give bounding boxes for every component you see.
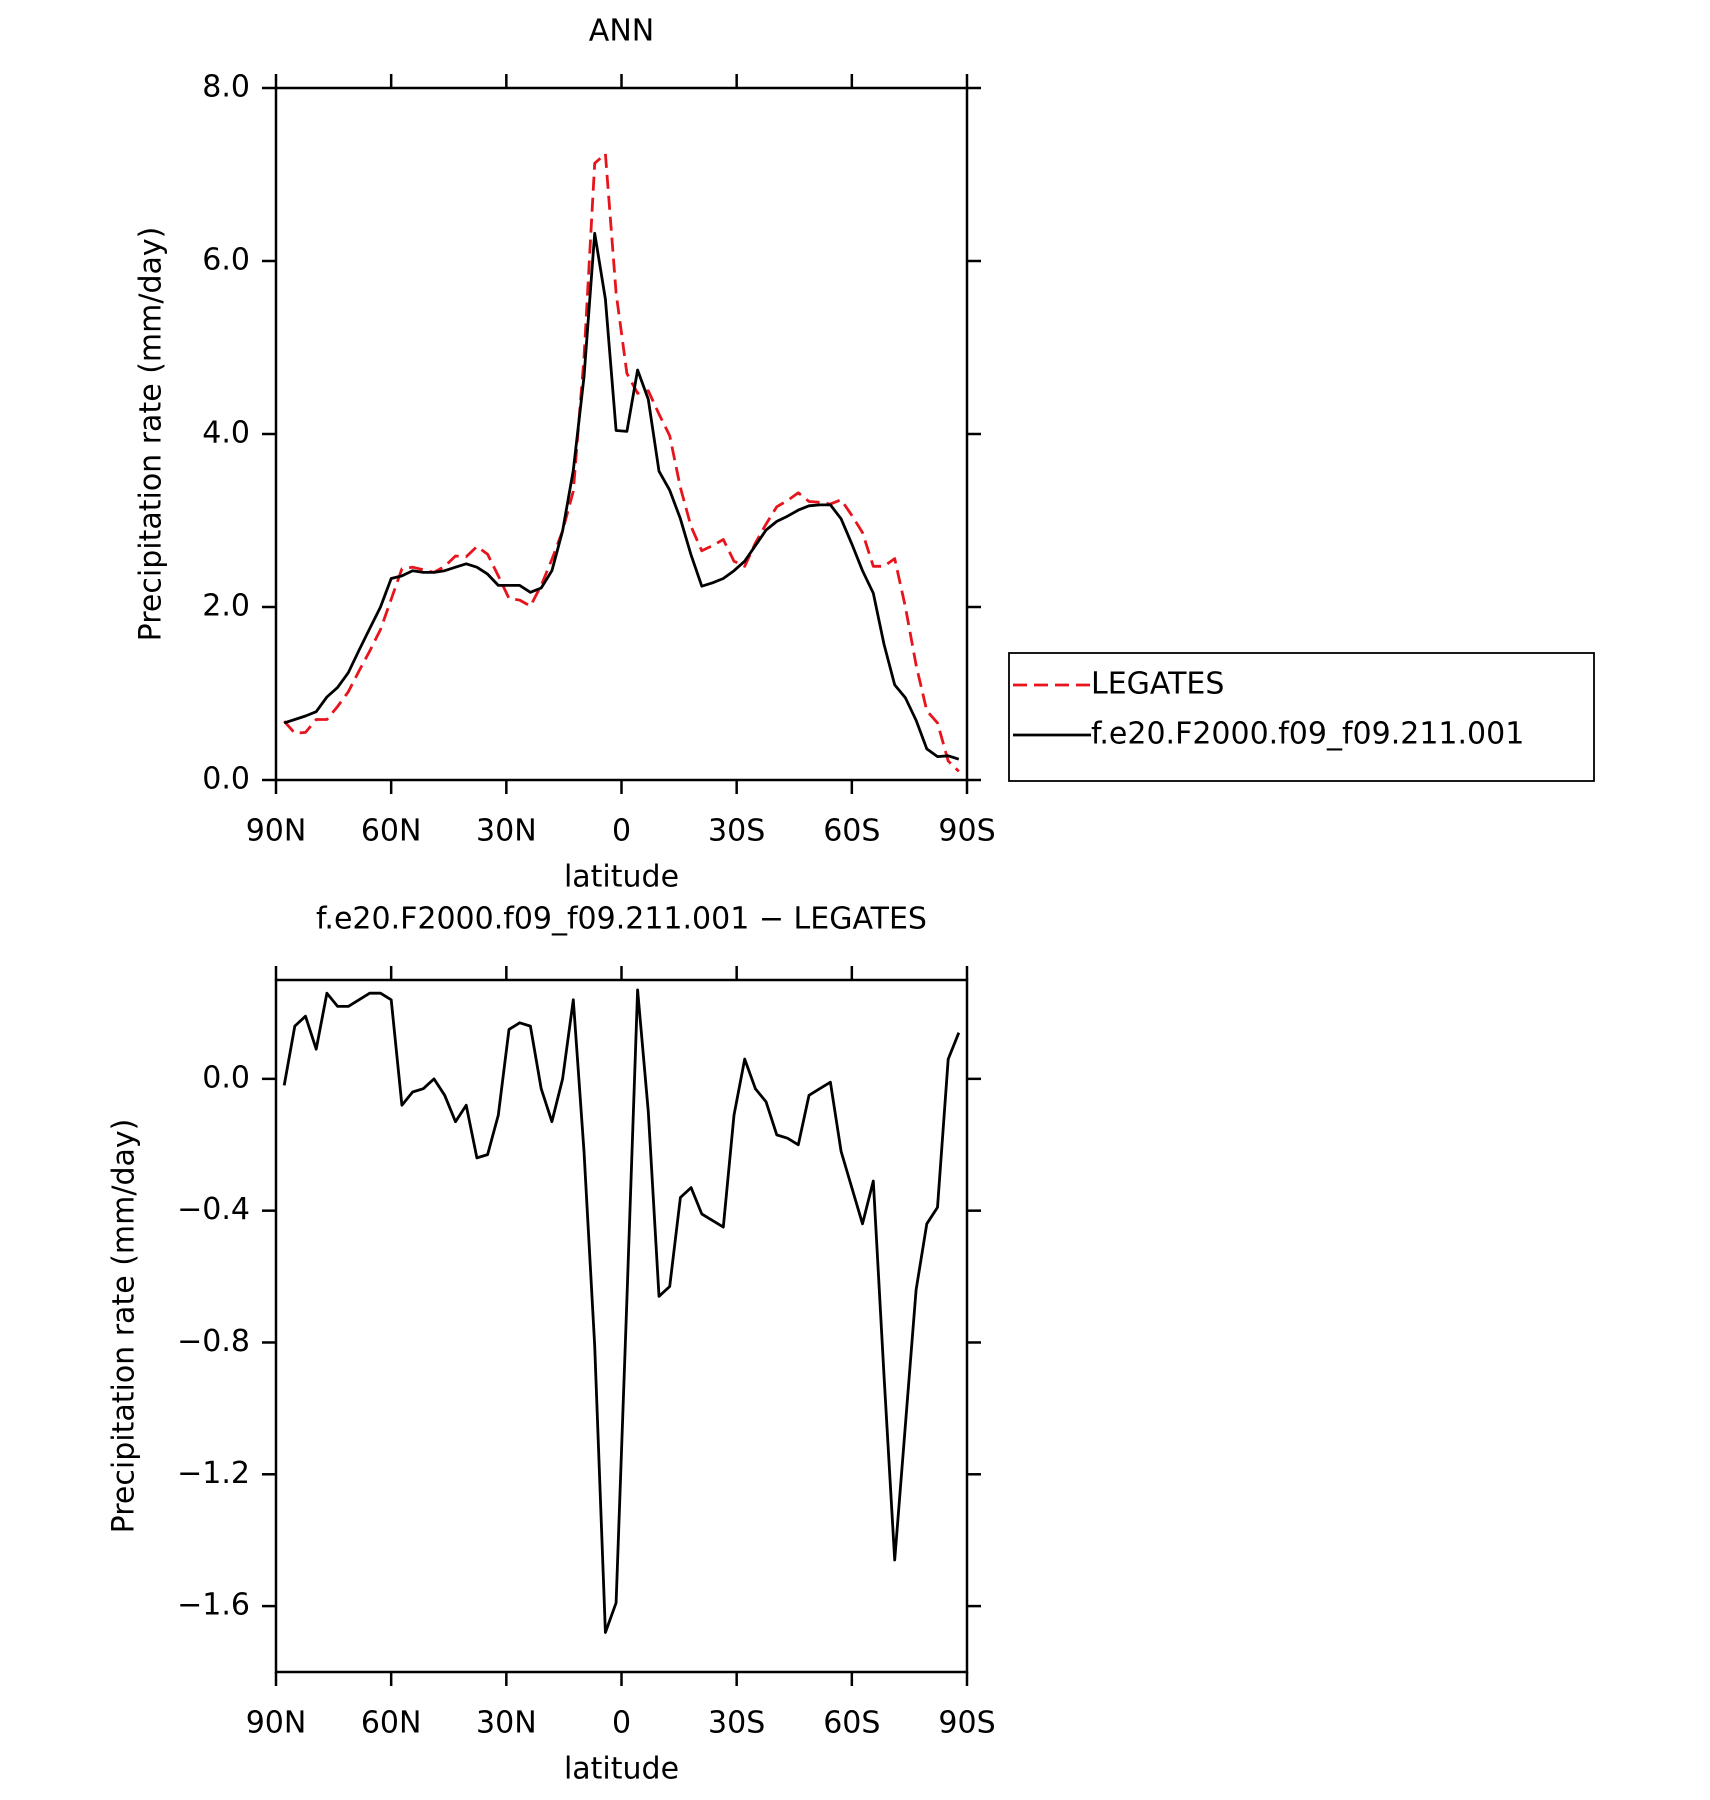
x-tick-label: 30N [476,814,537,849]
x-tick-label: 60N [361,1706,422,1741]
x-tick-label: 0 [612,1706,631,1741]
x-tick-label: 90S [938,814,995,849]
plot-frame [274,978,969,1674]
x-tick-label: 90N [246,814,307,849]
y-tick-label: −0.8 [177,1324,250,1359]
plot-frame [274,86,969,782]
x-tick-label: 30N [476,1706,537,1741]
x-tick-label: 90S [938,1706,995,1741]
y-tick-label: −0.4 [177,1192,250,1227]
x-tick-label: 30S [708,1706,765,1741]
data-line [283,152,960,773]
x-tick-label: 60S [823,1706,880,1741]
data-line [283,231,960,761]
y-tick-label: −1.6 [177,1588,250,1623]
x-tick-label: 30S [708,814,765,849]
x-tick-label: 60N [361,814,422,849]
chart-title: f.e20.F2000.f09_f09.211.001 − LEGATES [316,902,927,937]
data-line [282,988,961,1634]
y-tick-label: 4.0 [202,416,250,451]
y-axis-label: Precipitation rate (mm/day) [134,227,169,642]
y-axis-label: Precipitation rate (mm/day) [107,1119,142,1534]
x-axis-label: latitude [564,860,679,895]
x-axis-label: latitude [564,1752,679,1787]
y-tick-label: 8.0 [202,70,250,105]
chart-title: ANN [589,14,654,49]
legend-label: f.e20.F2000.f09_f09.211.001 [1091,717,1524,752]
x-tick-label: 0 [612,814,631,849]
y-tick-label: 0.0 [202,762,250,797]
y-tick-label: 6.0 [202,243,250,278]
legend-box [1008,652,1595,782]
x-tick-label: 60S [823,814,880,849]
legend-label: LEGATES [1091,667,1224,702]
x-tick-label: 90N [246,1706,307,1741]
y-tick-label: 2.0 [202,589,250,624]
y-tick-label: −1.2 [177,1456,250,1491]
y-tick-label: 0.0 [202,1060,250,1095]
